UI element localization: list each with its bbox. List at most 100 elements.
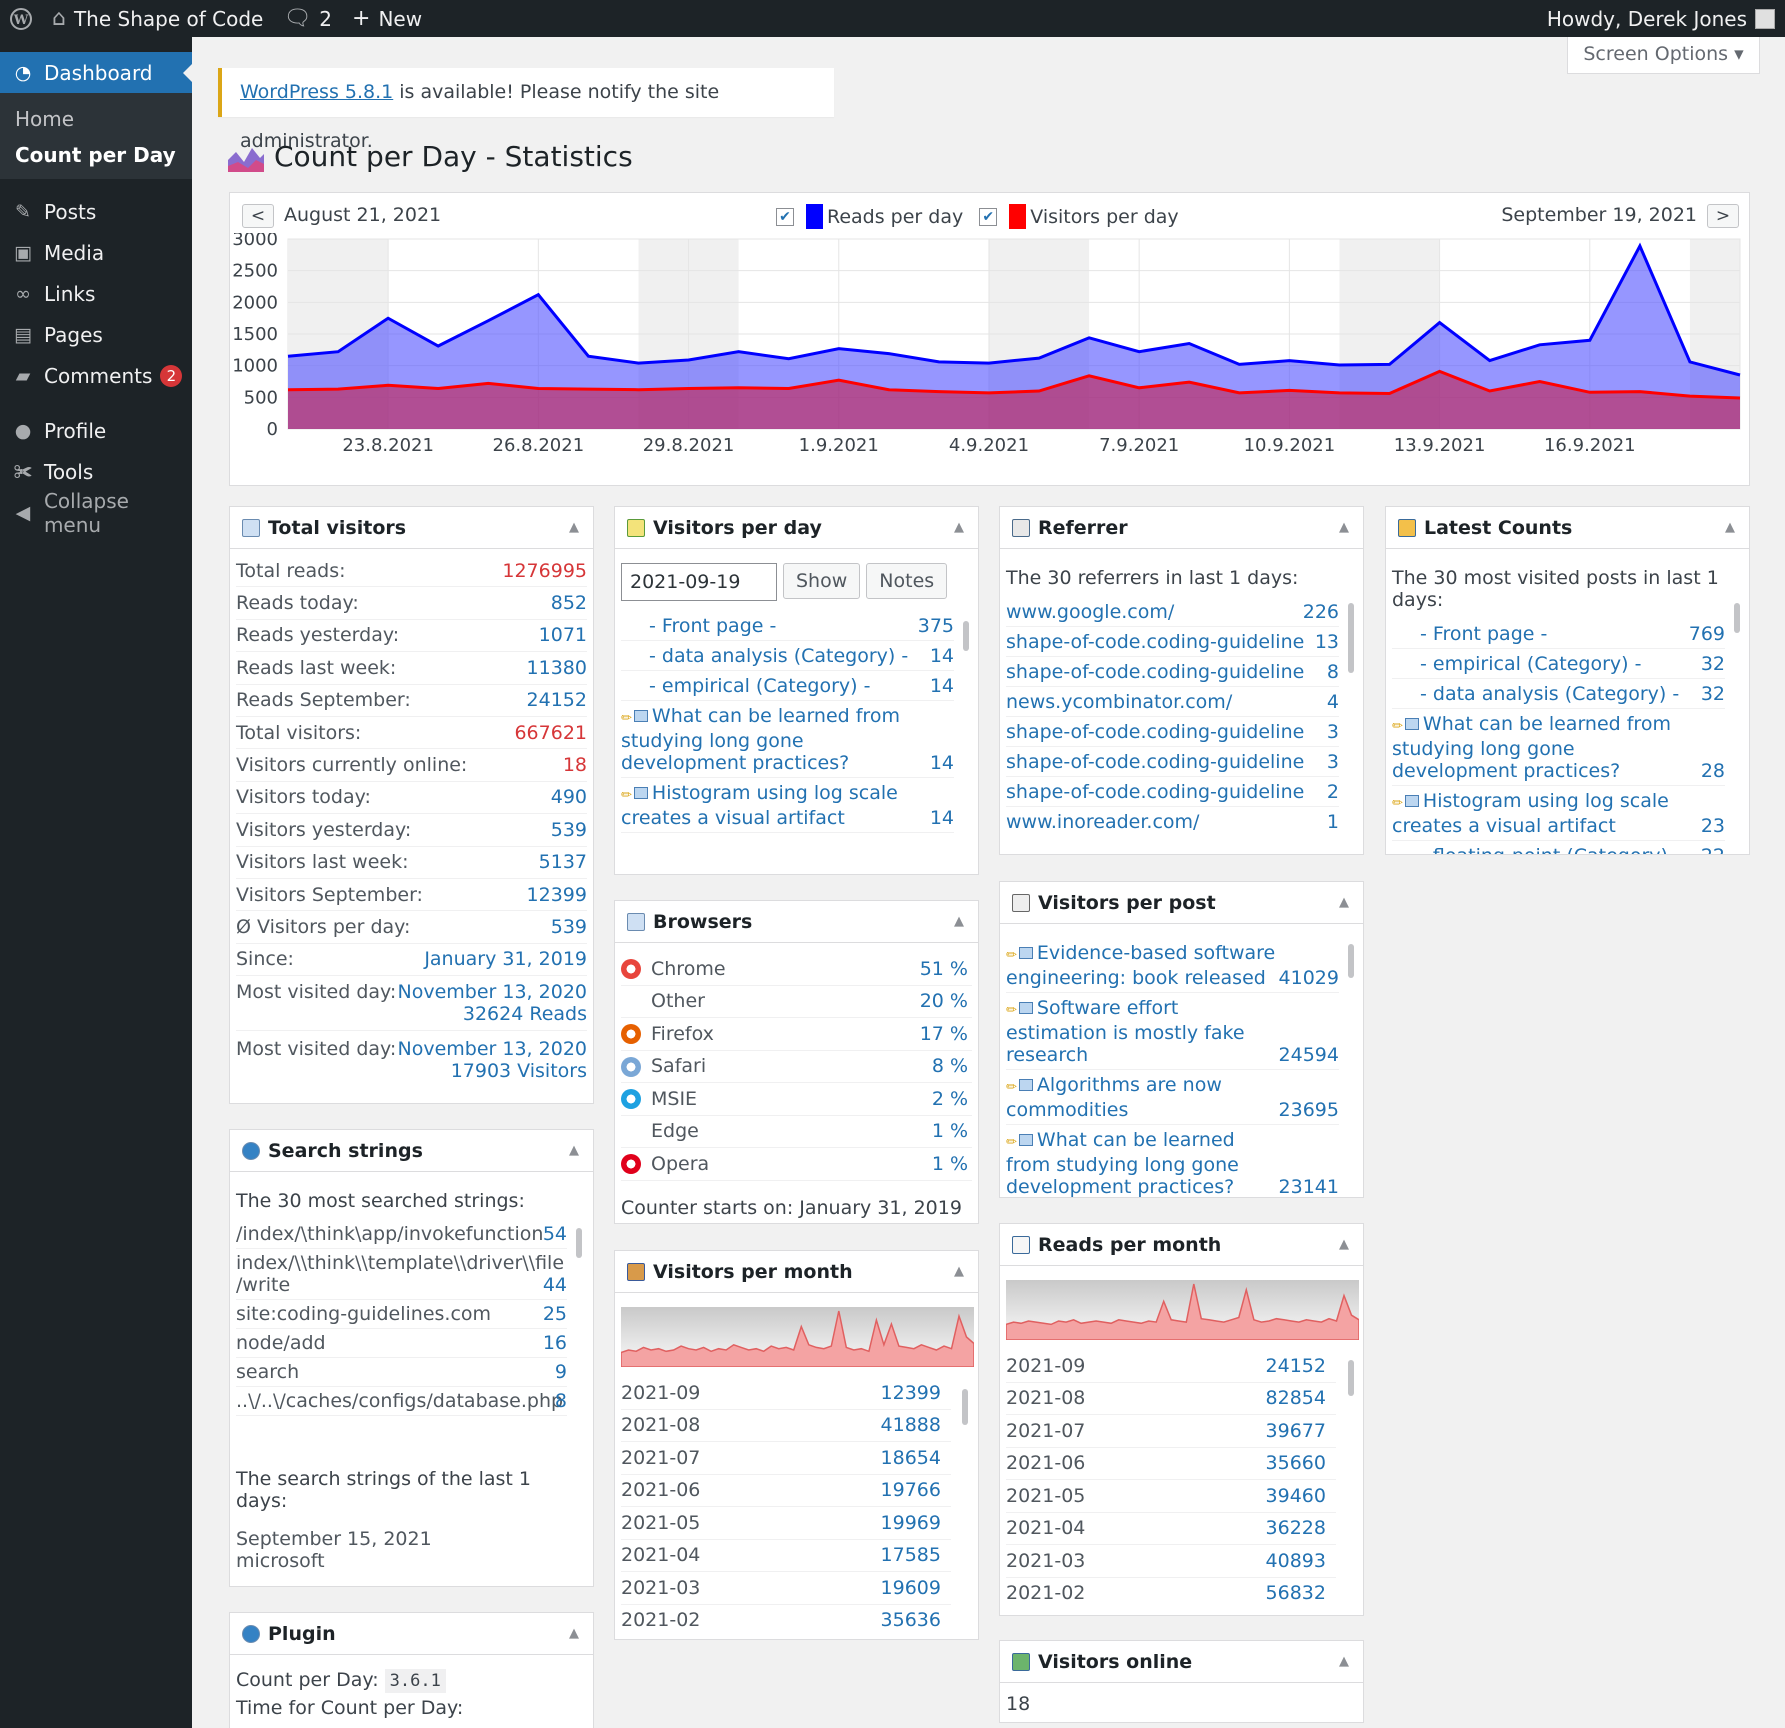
screen-options-button[interactable]: Screen Options ▾ <box>1567 37 1760 74</box>
scrollbar[interactable] <box>1348 944 1354 978</box>
stat-value: 490 <box>550 786 587 809</box>
top-post-link[interactable]: ✏ What can be learned from studying long … <box>1006 1129 1279 1197</box>
chart-next-button[interactable]: > <box>1707 204 1739 228</box>
top-post-link[interactable]: ✏ Software effort estimation is mostly fa… <box>1006 997 1279 1066</box>
most-visited-date[interactable]: November 13, 2020 <box>397 981 588 1004</box>
visitors-per-post-header[interactable]: Visitors per post ▲ <box>1000 882 1363 924</box>
menu-profile[interactable]: ● Profile <box>0 410 192 451</box>
update-link[interactable]: WordPress 5.8.1 <box>240 81 394 103</box>
latest-post-title: - data analysis (Category) - <box>1420 683 1680 705</box>
menu-media[interactable]: ▣ Media <box>0 232 192 273</box>
toggle-arrow-icon[interactable]: ▲ <box>1339 1237 1349 1252</box>
submenu-count-per-day[interactable]: Count per Day <box>15 143 176 167</box>
show-button[interactable]: Show <box>783 563 861 599</box>
toggle-arrow-icon[interactable]: ▲ <box>569 1143 579 1158</box>
day-post-link[interactable]: - data analysis (Category) - <box>621 645 908 667</box>
referrer-link[interactable]: shape-of-code.coding-guideline <box>1006 781 1305 803</box>
latest-post-link[interactable]: - empirical (Category) - <box>1392 653 1641 675</box>
chart-prev-button[interactable]: < <box>242 204 274 228</box>
menu-posts[interactable]: ✎ Posts <box>0 191 192 232</box>
day-post-link[interactable]: ✏Recent formal methods and C <box>621 837 911 839</box>
latest-post-title: - empirical (Category) - <box>1420 653 1642 675</box>
day-post-link[interactable]: - empirical (Category) - <box>621 675 870 697</box>
edit-pencil-icon[interactable]: ✏ <box>1006 1003 1017 1018</box>
new-content-link[interactable]: + New <box>342 0 432 37</box>
date-input[interactable] <box>621 563 777 601</box>
toggle-arrow-icon[interactable]: ▲ <box>1339 895 1349 910</box>
comments-link[interactable]: 🗨 2 <box>273 0 342 37</box>
toggle-arrow-icon[interactable]: ▲ <box>954 520 964 535</box>
wordpress-logo-icon[interactable]: W <box>0 0 42 37</box>
search-text: node/add <box>236 1332 326 1354</box>
collapse-menu[interactable]: ◀ Collapse menu <box>0 489 192 537</box>
referrer-link[interactable]: news.ycombinator.com/ <box>1006 691 1233 713</box>
edit-pencil-icon[interactable]: ✏ <box>1006 1080 1017 1095</box>
visitors-per-month-header[interactable]: Visitors per month ▲ <box>615 1251 978 1293</box>
plugin-header[interactable]: Plugin ▲ <box>230 1613 593 1655</box>
submenu-home[interactable]: Home <box>15 107 75 131</box>
menu-tools[interactable]: ✀ Tools <box>0 451 192 492</box>
day-post-link[interactable]: ✏ Histogram using log scale creates a vis… <box>621 782 911 829</box>
top-post-link[interactable]: ✏ Algorithms are now commodities <box>1006 1074 1279 1121</box>
reads-per-month-header[interactable]: Reads per month ▲ <box>1000 1224 1363 1266</box>
day-post-link[interactable]: - Front page - <box>621 615 776 637</box>
toggle-arrow-icon[interactable]: ▲ <box>954 914 964 929</box>
scrollbar[interactable] <box>962 1389 968 1425</box>
edit-pencil-icon[interactable]: ✏ <box>1006 1135 1017 1150</box>
toggle-arrow-icon[interactable]: ▲ <box>569 520 579 535</box>
my-account[interactable]: Howdy, Derek Jones <box>1547 0 1775 37</box>
search-strings-header[interactable]: Search strings ▲ <box>230 1130 593 1172</box>
latest-post-link[interactable]: - data analysis (Category) - <box>1392 683 1679 705</box>
toggle-arrow-icon[interactable]: ▲ <box>1725 520 1735 535</box>
edit-pencil-icon[interactable]: ✏ <box>621 788 632 803</box>
scrollbar[interactable] <box>1734 603 1740 633</box>
top-post-count: 23695 <box>1278 1099 1339 1121</box>
edit-pencil-icon[interactable]: ✏ <box>1392 719 1403 734</box>
edit-pencil-icon[interactable]: ✏ <box>1006 948 1017 963</box>
latest-post-link[interactable]: ✏ Histogram using log scale creates a vis… <box>1392 790 1682 837</box>
scrollbar[interactable] <box>1348 603 1354 673</box>
browsers-header[interactable]: Browsers ▲ <box>615 901 978 943</box>
referrer-link[interactable]: www.inoreader.com/ <box>1006 811 1200 833</box>
x-tick-label: 16.9.2021 <box>1544 435 1636 456</box>
visitors-per-day-header[interactable]: Visitors per day ▲ <box>615 507 978 549</box>
help-icon <box>242 1624 260 1643</box>
menu-pages[interactable]: ▤ Pages <box>0 314 192 355</box>
referrer-link[interactable]: shape-of-code.coding-guideline <box>1006 751 1305 773</box>
top-post-link[interactable]: ✏ Evidence-based software engineering: bo… <box>1006 942 1279 989</box>
referrer-count: 13 <box>1314 631 1339 653</box>
most-visited-date[interactable]: November 13, 2020 <box>397 1038 588 1061</box>
scrollbar[interactable] <box>963 621 969 651</box>
latest-post-link[interactable]: ✏ What can be learned from studying long … <box>1392 713 1682 782</box>
toggle-arrow-icon[interactable]: ▲ <box>1339 520 1349 535</box>
toggle-arrow-icon[interactable]: ▲ <box>954 1264 964 1279</box>
referrer-link[interactable]: shape-of-code.coding-guideline <box>1006 661 1305 683</box>
edit-pencil-icon[interactable]: ✏ <box>1392 796 1403 811</box>
opera-icon <box>621 1154 641 1175</box>
most-visited-reads: Most visited day: November 13, 2020 32624 … <box>236 976 588 1032</box>
day-post-link[interactable]: ✏ What can be learned from studying long … <box>621 705 911 774</box>
total-visitors-header[interactable]: Total visitors ▲ <box>230 507 593 549</box>
menu-dashboard[interactable]: ◔ Dashboard <box>0 52 192 93</box>
referrer-header[interactable]: Referrer ▲ <box>1000 507 1363 549</box>
latest-post-link[interactable]: - floating-point (Category) - <box>1392 845 1681 854</box>
toggle-arrow-icon[interactable]: ▲ <box>1339 1654 1349 1669</box>
reads-checkbox[interactable]: ✔ <box>776 207 794 226</box>
stat-label: Visitors currently online: <box>236 754 468 777</box>
menu-links[interactable]: ∞ Links <box>0 273 192 314</box>
referrer-link[interactable]: shape-of-code.coding-guideline <box>1006 721 1305 743</box>
referrer-link[interactable]: www.google.com/ <box>1006 601 1175 623</box>
menu-comments[interactable]: ▰ Comments 2 <box>0 355 192 396</box>
notes-button[interactable]: Notes <box>866 563 948 599</box>
toggle-arrow-icon[interactable]: ▲ <box>569 1626 579 1641</box>
latest-counts-header[interactable]: Latest Counts ▲ <box>1386 507 1749 549</box>
visitors-checkbox[interactable]: ✔ <box>979 207 998 226</box>
browser-name: Firefox <box>651 1022 714 1045</box>
site-name-link[interactable]: ⌂ The Shape of Code <box>42 0 273 37</box>
visitors-online-header[interactable]: Visitors online ▲ <box>1000 1641 1363 1683</box>
edit-pencil-icon[interactable]: ✏ <box>621 711 632 726</box>
scrollbar[interactable] <box>1348 1360 1354 1396</box>
referrer-link[interactable]: shape-of-code.coding-guideline <box>1006 631 1305 653</box>
latest-post-link[interactable]: - Front page - <box>1392 623 1547 645</box>
scrollbar[interactable] <box>576 1228 582 1258</box>
